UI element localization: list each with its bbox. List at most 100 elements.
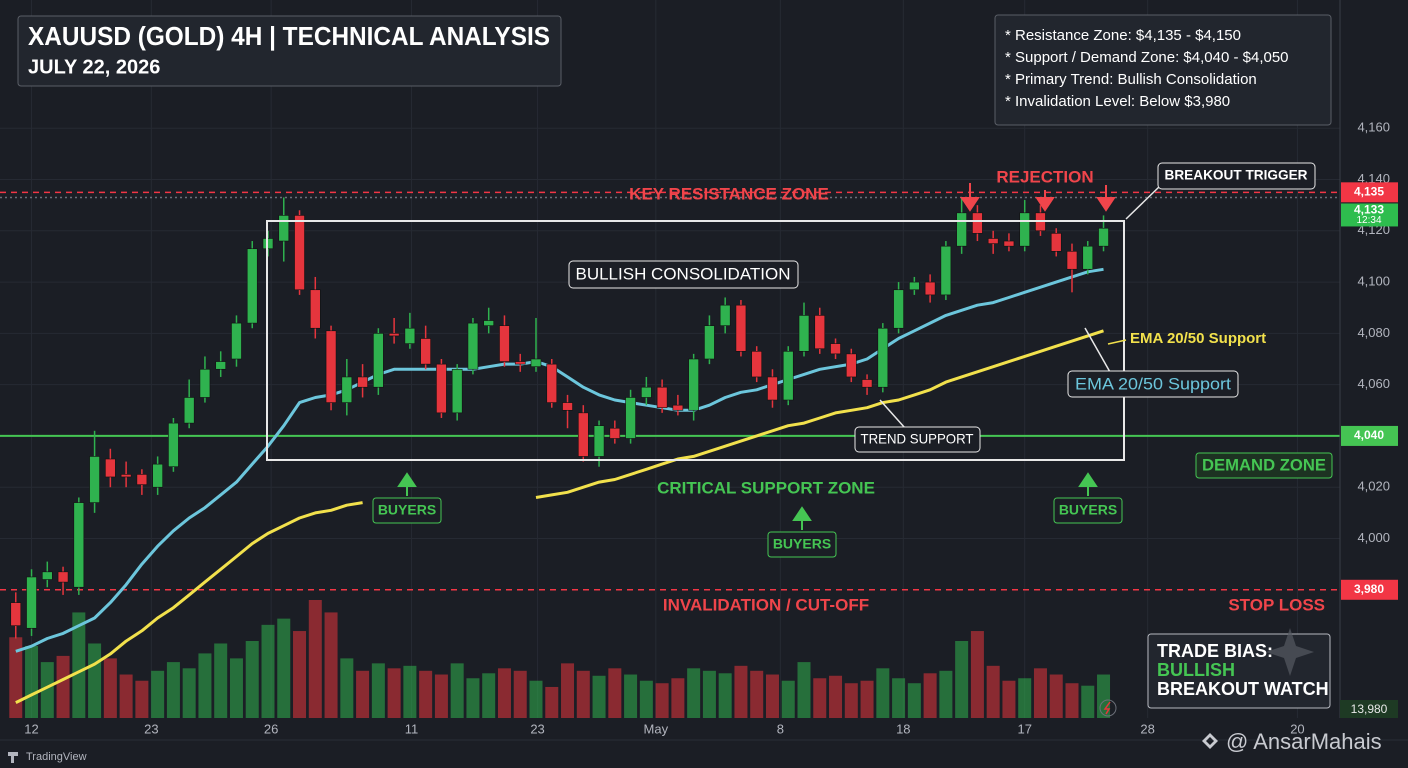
candle-body: [909, 281, 920, 291]
price-marker: [1341, 203, 1398, 227]
y-tick-label: 4,080: [1357, 325, 1390, 340]
volume-bar: [955, 640, 969, 718]
demand-box: [1195, 452, 1333, 479]
candle-body: [73, 502, 85, 588]
volume-bar: [324, 612, 338, 718]
ema-lines: [15, 267, 1104, 704]
volume-bar: [624, 674, 638, 718]
x-tick-label: May: [644, 721, 669, 736]
candle-body: [341, 376, 353, 403]
buyers-box: [767, 531, 837, 558]
candle-body: [924, 281, 936, 296]
volume-bar: [497, 668, 511, 718]
x-tick-label: 26: [264, 721, 278, 736]
volume-bar: [482, 673, 496, 718]
price-marker: [1341, 579, 1398, 600]
volume-bar: [229, 658, 243, 718]
candle-body: [467, 322, 479, 370]
sparkle-icon: [1266, 628, 1314, 676]
candle-body: [656, 386, 668, 409]
volume-bar: [308, 600, 322, 718]
price-marker-label: 4,040: [1354, 428, 1384, 442]
x-tick-label: 17: [1017, 721, 1031, 736]
candle-body: [199, 368, 211, 398]
candle-body: [562, 402, 573, 411]
info-line: * Invalidation Level: Below $3,980: [1005, 93, 1230, 110]
volume-bar: [340, 658, 354, 718]
volume-bar: [1018, 678, 1032, 718]
volume-bar: [356, 670, 370, 718]
candle-body: [215, 361, 227, 370]
candle-body: [767, 376, 778, 401]
candle-body: [152, 463, 163, 488]
ema-cyan-label: EMA 20/50 Support: [1075, 374, 1231, 393]
rejection-arrows: [960, 183, 1116, 212]
info-line: * Support / Demand Zone: $4,040 - $4,050: [1005, 49, 1289, 66]
trade-bias-value: BULLISH: [1157, 660, 1235, 680]
candle-body: [120, 474, 132, 478]
candle-body: [798, 315, 810, 352]
y-tick-label: 4,100: [1357, 274, 1390, 289]
candle-body: [609, 427, 621, 439]
chart-title: XAUUSD (GOLD) 4H | TECHNICAL ANALYSIS: [28, 21, 550, 51]
volume-bar: [639, 680, 653, 718]
breakout-label: BREAKOUT TRIGGER: [1165, 167, 1308, 183]
candle-body: [641, 386, 652, 398]
buyers-label: BUYERS: [378, 502, 436, 518]
candle-body: [530, 358, 542, 367]
y-tick-label: 4,000: [1357, 530, 1390, 545]
volume-bar: [151, 670, 165, 718]
volume-label: 13,980: [1351, 702, 1388, 716]
candle-body: [294, 215, 305, 291]
candle-body: [325, 330, 337, 403]
trend-pointer: [879, 399, 906, 429]
volume-bar: [529, 680, 543, 718]
buyers-box: [1053, 497, 1123, 524]
volume-bar: [261, 624, 275, 718]
candle-body: [735, 304, 747, 352]
y-tick-label: 4,140: [1357, 171, 1390, 186]
candle-body: [625, 397, 636, 439]
volume-bar: [9, 637, 23, 718]
candle-body: [546, 363, 558, 403]
candle-body: [830, 343, 841, 355]
lightning-bolt: [1103, 701, 1111, 715]
candle-body: [10, 602, 22, 626]
credit-label: @ AnsarMahais: [1226, 729, 1382, 754]
volume-bar: [702, 670, 716, 718]
volume-bar: [655, 683, 669, 718]
volume-bar: [844, 683, 858, 718]
volume-bar: [781, 680, 795, 718]
volume-bar: [1049, 674, 1063, 718]
countdown-label: 12:34: [1356, 215, 1381, 226]
candle-body: [861, 379, 873, 388]
volume-bar: [419, 670, 433, 718]
candle-body: [956, 212, 967, 247]
candle-body: [183, 397, 195, 424]
demand-label: DEMAND ZONE: [1202, 455, 1326, 474]
candle-body: [105, 458, 116, 478]
invalidation-label: INVALIDATION / CUT-OFF: [663, 595, 869, 614]
stop-loss-label: STOP LOSS: [1228, 595, 1325, 614]
candle-body: [845, 353, 857, 378]
candle-body: [499, 325, 510, 362]
volume-bar: [434, 674, 448, 718]
volume-bar: [182, 668, 196, 718]
trend-box: [854, 426, 981, 453]
volume-bar: [561, 663, 575, 718]
ema-yellow-label: EMA 20/50 Support: [1130, 330, 1266, 347]
credit-icon: [1202, 733, 1218, 749]
candle-body: [972, 212, 983, 234]
candle-body: [231, 322, 242, 360]
candle-body: [404, 327, 416, 344]
candle-body: [1082, 245, 1094, 270]
volume-bar: [907, 683, 921, 718]
candles: [10, 197, 1109, 639]
ema-cyan-box: [1067, 370, 1239, 398]
consolidation-label: BULLISH CONSOLIDATION: [576, 264, 791, 283]
volume-bar: [797, 662, 811, 718]
info-lines: * Resistance Zone: $4,135 - $4,150 * Supp…: [1005, 27, 1289, 110]
volume-bar: [40, 662, 54, 718]
candle-body: [136, 474, 148, 485]
candle-body: [672, 404, 684, 411]
